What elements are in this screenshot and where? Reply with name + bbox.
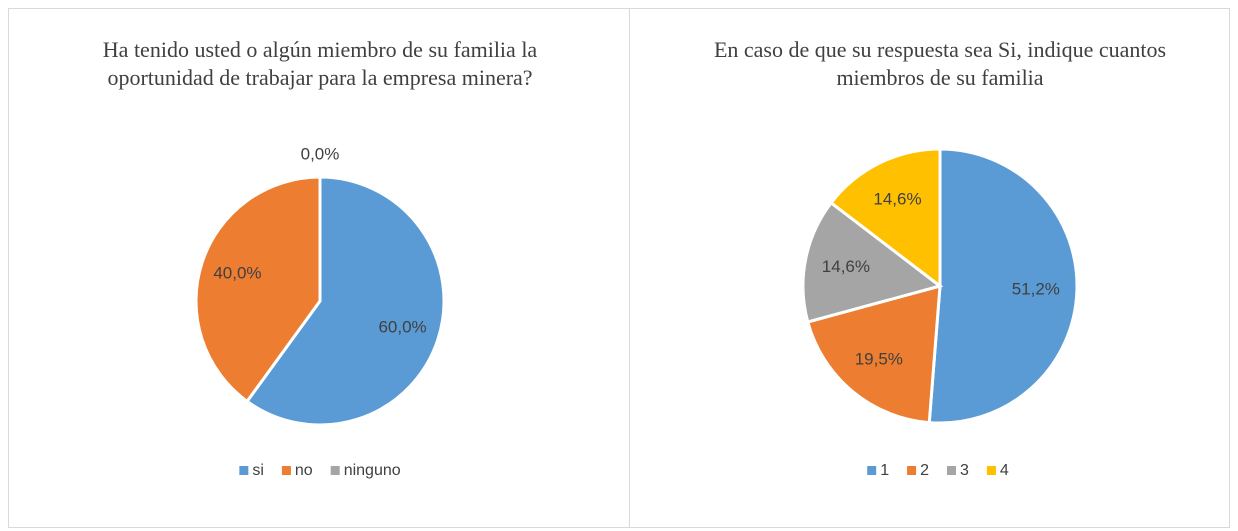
legend-label: 1 xyxy=(880,462,889,479)
legend-swatch xyxy=(239,466,249,475)
pie-slice xyxy=(801,200,944,324)
legend-swatch xyxy=(867,466,877,475)
pie-slice xyxy=(829,147,942,290)
legend-label: 3 xyxy=(960,462,969,479)
legend-label: no xyxy=(295,462,313,479)
data-label: 19,5% xyxy=(855,349,903,368)
pie-slice xyxy=(927,147,1079,425)
chart-panel xyxy=(629,8,1230,528)
legend-swatch xyxy=(281,466,291,475)
data-label: 14,6% xyxy=(822,257,870,276)
data-label: 40,0% xyxy=(213,264,261,283)
legend-label: ninguno xyxy=(344,462,401,479)
pie-slice xyxy=(245,175,446,427)
legend-swatch xyxy=(907,466,917,475)
pie-slice xyxy=(805,283,942,425)
legend-swatch xyxy=(330,466,340,475)
legend-swatch xyxy=(947,466,956,475)
legend-swatch xyxy=(986,466,996,475)
legend-label: 4 xyxy=(1000,462,1009,479)
legend-label: 2 xyxy=(920,462,929,479)
pie-slice xyxy=(194,175,322,404)
legend-label: si xyxy=(252,462,264,479)
data-label: 0,0% xyxy=(301,144,340,163)
chart-title: En caso de que su respuesta sea Si, indi… xyxy=(713,37,1167,90)
data-label: 14,6% xyxy=(873,190,921,209)
data-label: 60,0% xyxy=(378,317,426,336)
chart-title: Ha tenido usted o algún miembro de su fa… xyxy=(102,37,538,90)
data-label: 51,2% xyxy=(1012,279,1060,298)
